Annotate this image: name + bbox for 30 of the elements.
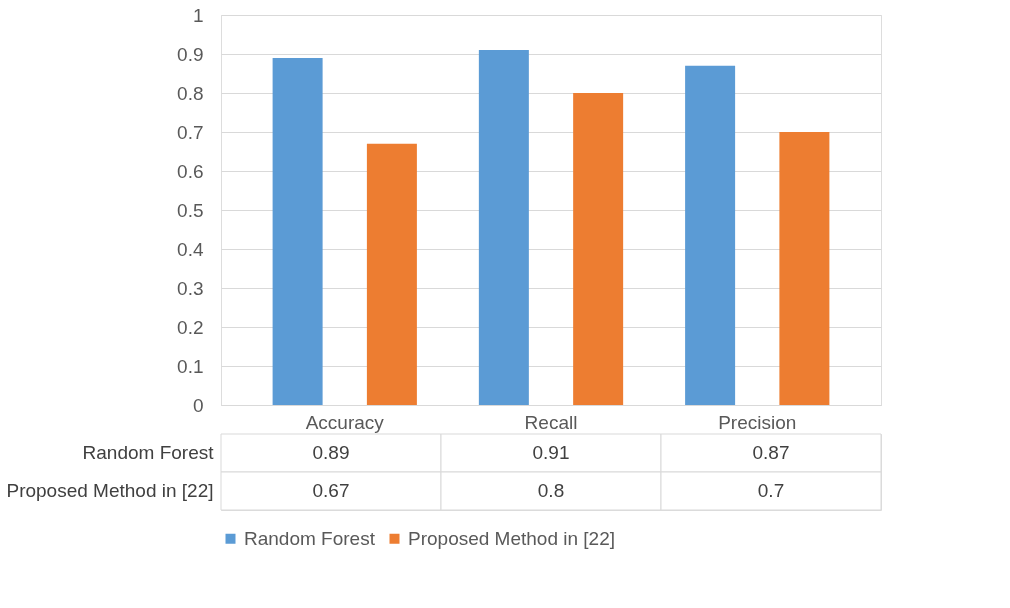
y-tick-label: 0.9 — [177, 43, 204, 65]
text: Random Forest — [82, 442, 214, 463]
y-tick-label: 0.3 — [177, 277, 204, 299]
y-tick-label: 0.2 — [177, 316, 204, 338]
data-label: 0.8 — [537, 480, 565, 501]
legend-label: Random Forest — [244, 527, 376, 549]
data-label: 0.67 — [312, 480, 350, 501]
x-tick-label: Accuracy — [305, 411, 385, 433]
y-tick-label: 0.6 — [177, 160, 204, 182]
data-label: 0.91 — [532, 442, 570, 463]
y-tick-label: 0.8 — [177, 82, 204, 104]
bar — [478, 50, 529, 405]
x-tick-label: Precision — [718, 411, 797, 433]
y-tick-label: 0.5 — [177, 199, 204, 221]
bar — [272, 57, 323, 405]
y-tick-label: 0.1 — [177, 355, 204, 377]
y-tick-label: 0.7 — [177, 121, 204, 143]
data-label: 0.7 — [757, 480, 785, 501]
data-label: 0.87 — [752, 442, 790, 463]
legend-label: Proposed Method in [22] — [408, 527, 616, 549]
bar — [685, 65, 736, 405]
text: Proposed Method in [22] — [6, 480, 214, 501]
bar — [779, 132, 830, 405]
y-tick-label: 0.4 — [177, 238, 204, 260]
y-tick-label: 1 — [192, 4, 204, 26]
y-tick-label: 0 — [192, 394, 204, 416]
bar — [366, 143, 417, 405]
data-label: 0.89 — [312, 442, 350, 463]
bar — [573, 93, 624, 405]
x-tick-label: Recall — [524, 411, 578, 433]
